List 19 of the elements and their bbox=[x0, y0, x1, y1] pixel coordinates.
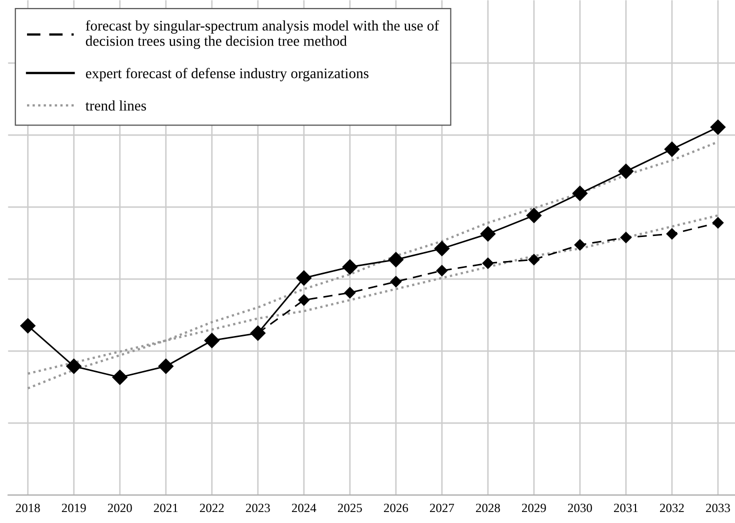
x-tick-label: 2020 bbox=[108, 504, 132, 512]
x-tick-label: 2021 bbox=[154, 504, 178, 512]
x-tick-label: 2023 bbox=[246, 504, 270, 512]
x-tick-label: 2022 bbox=[200, 504, 224, 512]
legend-label: expert forecast of defense industry organizations bbox=[86, 68, 368, 82]
legend-label: forecast by singular-spectrum analysis model with the use of decision trees using the decision tree method bbox=[86, 20, 440, 49]
x-tick-label: 2031 bbox=[614, 504, 638, 512]
x-tick-label: 2030 bbox=[568, 504, 592, 512]
legend-label: trend lines bbox=[86, 100, 146, 111]
x-tick-label: 2033 bbox=[706, 504, 730, 512]
x-tick-label: 2018 bbox=[16, 504, 40, 512]
x-tick-label: 2025 bbox=[338, 504, 362, 512]
x-tick-label: 2029 bbox=[522, 504, 546, 512]
x-tick-label: 2032 bbox=[660, 504, 684, 512]
x-tick-label: 2024 bbox=[292, 504, 316, 512]
x-tick-label: 2026 bbox=[384, 504, 408, 512]
x-tick-label: 2027 bbox=[430, 504, 454, 512]
x-tick-label: 2019 bbox=[62, 504, 86, 512]
x-tick-label: 2028 bbox=[476, 504, 500, 512]
